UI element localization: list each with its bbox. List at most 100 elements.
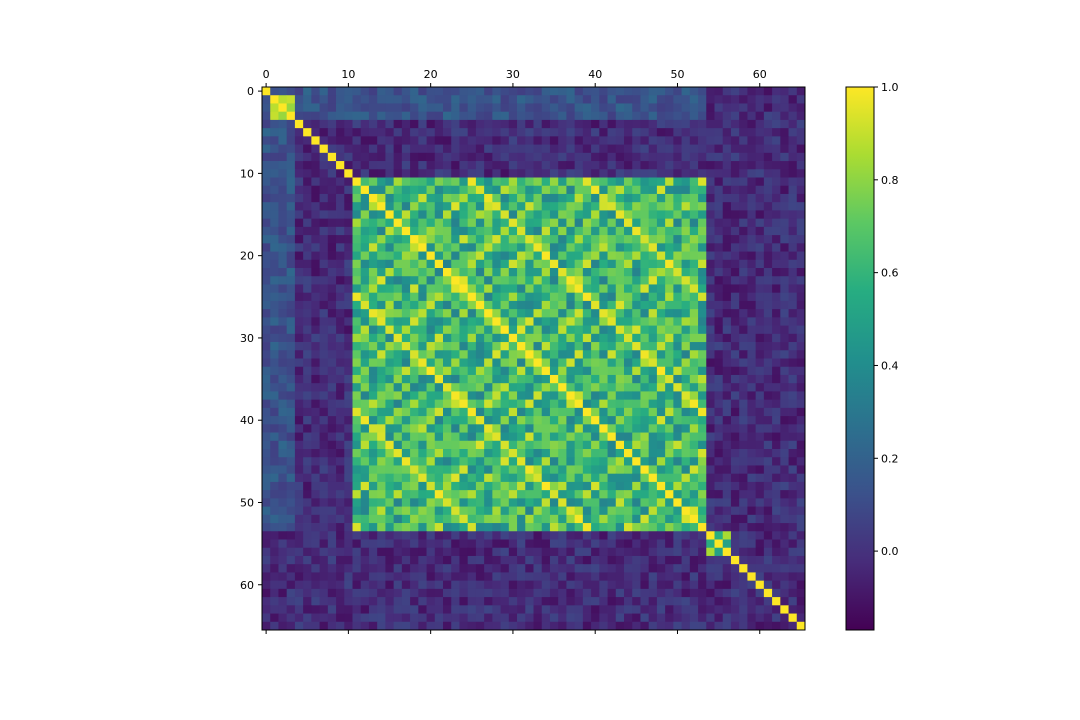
heatmap-cell [500,481,510,491]
heatmap-cell [632,613,641,623]
heatmap-cell [294,358,304,368]
heatmap-cell [467,555,477,565]
heatmap-cell [385,399,395,409]
heatmap-cell [566,128,576,137]
heatmap-cell [484,111,493,121]
heatmap-cell [780,465,789,475]
heatmap-cell [443,119,452,129]
heatmap-cell [582,300,592,310]
heatmap-cell [508,564,518,573]
heatmap-cell [615,119,625,129]
heatmap-cell [640,342,650,351]
heatmap-cell [780,87,789,96]
heatmap-cell [747,597,757,606]
heatmap-cell [549,514,559,524]
heatmap-cell [533,210,543,220]
heatmap-cell [319,613,329,623]
heatmap-cell [319,251,329,261]
heatmap-cell [319,235,329,244]
heatmap-cell [582,547,592,557]
heatmap-cell [262,317,271,326]
heatmap-cell [336,152,345,162]
heatmap-cell [673,383,682,392]
heatmap-cell [294,383,304,392]
heatmap-cell [426,161,436,170]
heatmap-cell [566,144,576,154]
heatmap-cell [689,325,699,335]
heatmap-cell [730,226,740,236]
heatmap-cell [582,399,592,409]
heatmap-cell [294,185,304,195]
heatmap-cell [747,333,757,343]
heatmap-cell [484,440,493,450]
heatmap-cell [665,202,674,211]
heatmap-cell [418,490,427,499]
heatmap-cell [385,449,395,458]
heatmap-cell [689,564,699,573]
heatmap-cell [336,391,345,401]
heatmap-cell [262,161,271,170]
heatmap-cell [632,597,641,606]
heatmap-cell [517,564,526,573]
heatmap-cell [673,317,682,326]
heatmap-cell [656,193,666,203]
heatmap-cell [492,597,501,606]
heatmap-cell [443,161,452,170]
heatmap-cell [467,547,477,557]
heatmap-cell [574,136,584,145]
heatmap-cell [780,572,789,582]
heatmap-cell [574,235,584,244]
heatmap-cell [747,119,757,129]
heatmap-cell [615,235,625,244]
heatmap-cell [698,226,707,236]
heatmap-cell [418,588,427,598]
heatmap-cell [286,391,296,401]
heatmap-cell [262,374,271,384]
heatmap-cell [451,309,460,318]
heatmap-cell [303,416,312,425]
heatmap-cell [517,449,526,458]
heatmap-cell [714,383,724,392]
heatmap-cell [360,383,370,392]
heatmap-cell [730,432,740,442]
heatmap-cell [574,506,584,516]
heatmap-cell [262,144,271,154]
heatmap-cell [443,572,452,582]
heatmap-cell [426,621,436,631]
heatmap-cell [270,276,279,285]
heatmap-cell [558,177,567,187]
heatmap-cell [591,605,600,614]
heatmap-cell [739,259,748,269]
heatmap-cell [780,333,789,343]
heatmap-cell [533,523,543,532]
heatmap-cell [673,136,682,145]
heatmap-cell [368,440,378,450]
heatmap-cell [591,514,600,524]
heatmap-cell [385,309,395,318]
heatmap-cell [311,366,320,376]
heatmap-cell [730,440,740,450]
heatmap-cell [788,300,798,310]
heatmap-cell [739,111,748,121]
heatmap-cell [393,152,403,162]
heatmap-cell [508,309,518,318]
heatmap-cell [434,555,444,565]
heatmap-cell [262,597,271,606]
heatmap-cell [656,555,666,565]
heatmap-cell [615,506,625,516]
heatmap-cell [722,597,732,606]
heatmap-cell [492,432,501,442]
heatmap-cell [739,358,748,368]
heatmap-cell [648,300,658,310]
heatmap-cell [640,136,650,145]
heatmap-cell [484,161,493,170]
heatmap-cell [755,111,765,121]
heatmap-cell [286,588,296,598]
heatmap-cell [772,605,781,614]
heatmap-cell [294,555,304,565]
heatmap-cell [566,588,576,598]
heatmap-cell [730,424,740,433]
heatmap-cell [780,202,789,211]
heatmap-cell [640,152,650,162]
heatmap-cell [722,457,732,466]
